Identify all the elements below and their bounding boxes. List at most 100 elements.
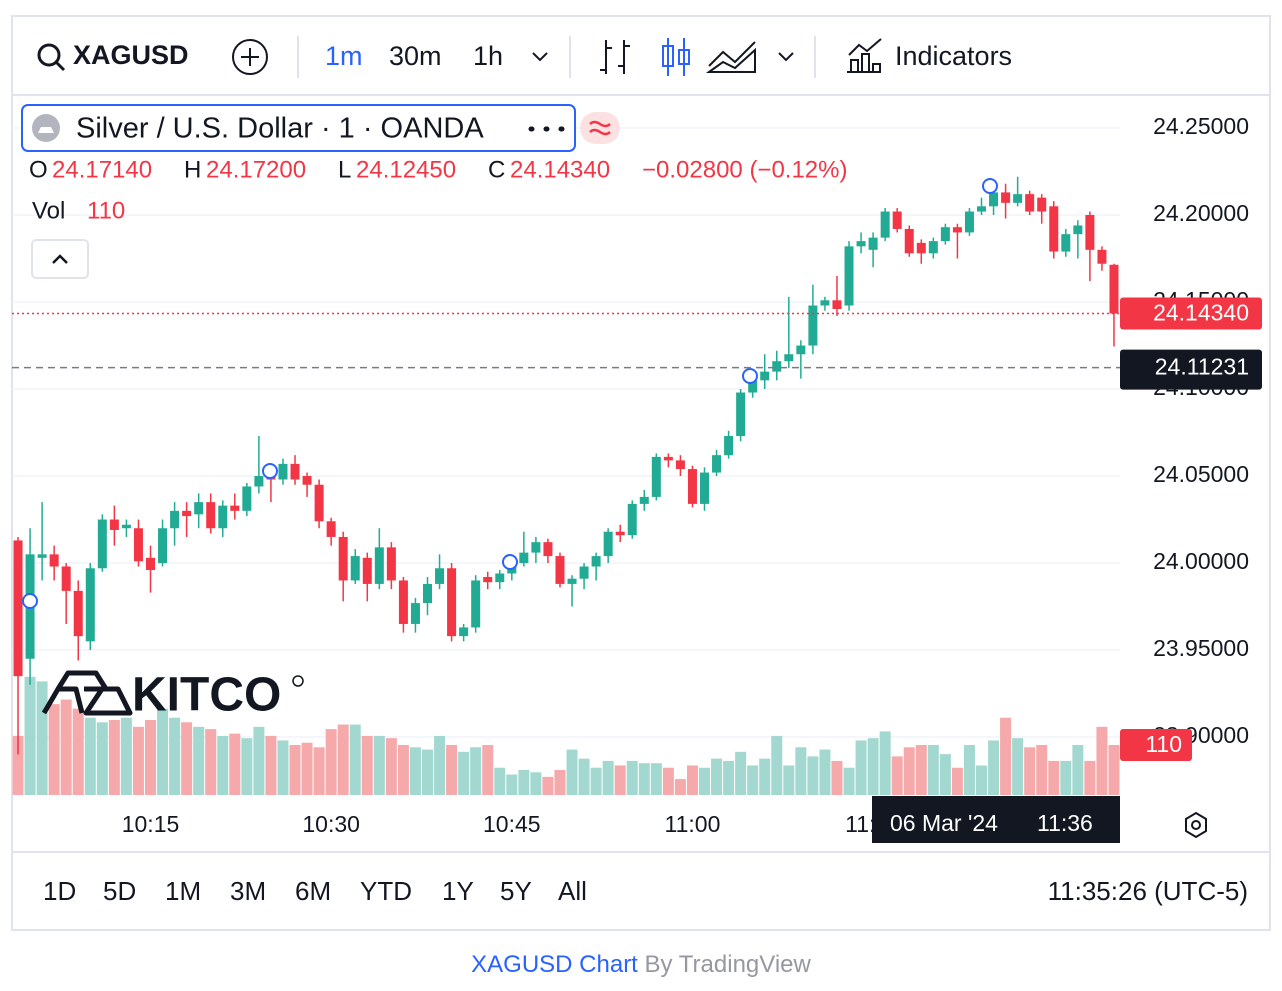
ohlc-value: 24.17200 [206, 156, 306, 183]
volume-bar [361, 735, 373, 795]
candle-body [290, 463, 300, 480]
volume-bar [903, 747, 915, 795]
candle-body [832, 300, 842, 309]
y-tick-label: 24.20000 [1153, 200, 1249, 226]
candle-body [712, 455, 722, 473]
candle-body [736, 392, 746, 437]
compare-button[interactable] [232, 39, 268, 75]
range-button[interactable]: 5D [103, 876, 136, 906]
volume-bar [614, 765, 626, 795]
range-button[interactable]: 1D [43, 876, 76, 906]
candle-body [892, 211, 902, 229]
candle-body [940, 227, 950, 242]
range-button[interactable]: YTD [360, 876, 412, 906]
candle-body [73, 590, 83, 637]
candle-body [904, 228, 914, 254]
volume-bar [590, 767, 602, 795]
candle-body [218, 505, 228, 529]
volume-bar [1060, 760, 1072, 795]
volume-bar [976, 765, 987, 795]
candle-body [820, 300, 830, 306]
volume-bar [434, 735, 446, 795]
interval[interactable]: 30m [389, 41, 442, 71]
candle-body [170, 510, 180, 529]
candle-body [964, 211, 974, 233]
volume-bar [157, 708, 169, 795]
range-button[interactable]: All [558, 876, 587, 906]
indicators-icon[interactable] [847, 38, 882, 73]
volume-bar [530, 772, 542, 795]
candle-body [1049, 206, 1059, 252]
footer-link[interactable]: XAGUSD Chart [471, 951, 638, 978]
bars-icon[interactable] [600, 40, 630, 74]
ohlc-label: O [29, 156, 48, 183]
candle-body [531, 542, 541, 553]
interval[interactable]: 1h [473, 41, 503, 71]
ohlc-value: 24.17140 [52, 156, 152, 183]
interval[interactable]: 1m [325, 41, 363, 71]
price-label: 24.11231 [1155, 354, 1249, 380]
chevron[interactable] [532, 52, 548, 62]
ohlc-value: 24.14340 [510, 156, 610, 183]
range-button[interactable]: 5Y [500, 876, 532, 906]
event-marker[interactable] [502, 554, 518, 570]
volume-bar [891, 756, 903, 795]
candle-body [989, 192, 999, 207]
status-badge[interactable] [580, 112, 620, 144]
candle-body [687, 469, 697, 504]
candles-icon [678, 49, 690, 65]
chart-title: Silver / U.S. Dollar · 1 · OANDA [76, 113, 484, 145]
candle-body [423, 583, 432, 604]
range-button[interactable]: 3M [230, 876, 266, 906]
search-icon [54, 60, 66, 72]
volume-bar [578, 758, 590, 795]
event-marker[interactable] [742, 368, 758, 384]
candle-body [182, 510, 192, 517]
volume-bar [927, 745, 939, 795]
candle-body [651, 456, 661, 497]
volume-bar [626, 760, 638, 795]
volume-bar [1096, 726, 1108, 795]
candle-body [278, 463, 288, 480]
search-icon[interactable] [37, 43, 61, 67]
chevron[interactable] [778, 52, 794, 62]
settings-icon[interactable] [1185, 811, 1207, 839]
range-button[interactable]: 1M [165, 876, 201, 906]
clock[interactable]: 11:35:26 (UTC-5) [1048, 876, 1248, 906]
volume-bar [566, 749, 578, 795]
event-marker[interactable] [22, 593, 38, 609]
candle-body [1001, 192, 1011, 203]
event-marker[interactable] [262, 463, 278, 479]
symbol-box[interactable] [21, 104, 576, 152]
ohlc-label: C [488, 156, 505, 183]
volume-bar [1036, 745, 1048, 795]
candle-body [483, 576, 493, 583]
candle-body [916, 242, 926, 254]
event-marker[interactable] [982, 178, 998, 194]
x-tick-label: 10:45 [483, 811, 541, 837]
range-button[interactable]: 6M [295, 876, 331, 906]
candles-icon[interactable] [667, 38, 685, 76]
symbol[interactable]: XAGUSD [73, 40, 189, 70]
symbol-icon [38, 127, 54, 133]
candle-body [133, 528, 143, 562]
volume-bar [506, 774, 518, 795]
candle-body [1025, 194, 1035, 212]
area-icon[interactable] [705, 41, 756, 73]
volume-bar [277, 740, 289, 795]
volume-bar [48, 704, 60, 795]
candle-body [146, 557, 155, 571]
range-button[interactable]: 1Y [442, 876, 474, 906]
price-label-box [1120, 297, 1262, 330]
volume-bar [145, 720, 156, 795]
x-tick-label: 11:00 [665, 811, 721, 837]
candle-body [880, 211, 890, 238]
volume-bar [72, 708, 84, 795]
volume-bar [554, 770, 566, 795]
collapse-button[interactable] [31, 239, 89, 279]
logo: KITCO [41, 669, 304, 722]
indicators-button[interactable]: Indicators [895, 41, 1012, 71]
volume-bar [915, 745, 927, 795]
candle-body [977, 206, 986, 212]
